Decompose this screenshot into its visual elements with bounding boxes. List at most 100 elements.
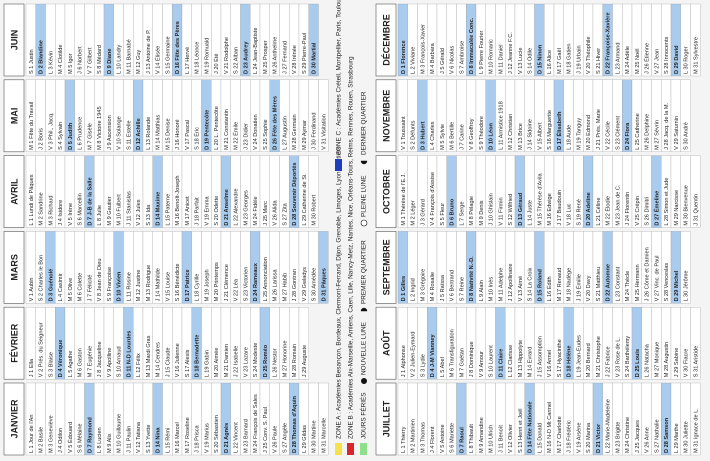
day-label: V 29 Saturnin xyxy=(674,116,680,150)
day-label: S 10 Arnaud xyxy=(117,346,123,377)
day-label: D 4 Véronique xyxy=(58,340,64,378)
day-label: S 13 Henri et Joël xyxy=(518,409,524,453)
month-name: JUILLET xyxy=(381,400,391,437)
day-label: V 4 François d'Assise xyxy=(430,172,436,226)
month-name: SEPTEMBRE xyxy=(381,239,391,295)
day-label: J 18 Frédéric xyxy=(567,420,573,453)
day-label: J 7 Félicité xyxy=(87,275,93,302)
day-label: J 14 Sidoine xyxy=(528,119,534,150)
month-name: NOVEMBRE xyxy=(381,90,391,142)
day-label: M 28 Germain xyxy=(292,114,298,149)
day-label: M 13 Rodrigue xyxy=(146,265,152,302)
day-label: L 8 Lucien xyxy=(97,427,103,453)
day-label: S 25 Sophie xyxy=(263,119,269,149)
day-label: L 12 Félix xyxy=(136,353,142,377)
day-label: M 31 Marcelle xyxy=(321,418,327,453)
day-label: L 5 Agathe xyxy=(68,351,74,378)
day-label: V 26 Anne xyxy=(645,427,651,453)
day-label: V 3 Phil., Jacq. xyxy=(48,112,54,150)
day-label: V 12 Tatiana xyxy=(136,421,142,453)
day-label: D 8 Immaculée Conc. xyxy=(469,17,475,74)
day-label: M 10 Inès xyxy=(489,277,495,302)
day-label: L 22 Vincent xyxy=(234,422,240,453)
day-label: L 4 Charles xyxy=(430,121,436,150)
day-label: M 5 Igor xyxy=(68,53,74,74)
day-label: D 12 Achille xyxy=(136,118,142,150)
day-label: L 9 Pierre Fourier xyxy=(479,31,485,74)
day-label: L 29 Marthe xyxy=(674,423,680,453)
month-header xyxy=(3,155,25,228)
day-label: L 16 Édith xyxy=(546,276,553,301)
day-label: M 25 Noël xyxy=(635,49,641,75)
day-label: J 14 Mathilde xyxy=(156,268,162,301)
day-cell xyxy=(308,155,319,228)
day-label: J 18 Prisca xyxy=(195,424,201,453)
day-label: S 15 Germaine xyxy=(165,36,171,74)
day-label: M 23 Barnard xyxy=(243,419,249,453)
day-label: S 26 Dimitri xyxy=(645,197,651,226)
day-label: S 22 Alban xyxy=(234,47,240,74)
day-label: S 7 Reine xyxy=(459,277,465,302)
day-label: L 25 Annonciation xyxy=(263,257,269,301)
day-label: M 30 Robert xyxy=(312,194,318,225)
day-label: V 8 Jean de Dieu xyxy=(97,258,103,301)
day-label: M 29 Aymar xyxy=(302,120,308,150)
day-label: D 23 Audrey xyxy=(243,41,249,74)
day-label: S 5 Fleur xyxy=(440,203,446,226)
day-label: L 1 Lundi de Pâques xyxy=(29,174,35,225)
day-label: M 17 Charlotte xyxy=(557,416,563,453)
day-label: M 2 Léger xyxy=(411,200,417,225)
day-label: S 10 Laurent xyxy=(489,345,495,377)
day-label: M 7 Gisèle xyxy=(87,123,93,150)
day-label: V 19 Marius xyxy=(204,423,210,453)
day-label: D 4 J-M Vianney xyxy=(430,334,436,378)
day-label: M 29 Narcisse xyxy=(674,190,680,226)
day-label: D 5 Judith xyxy=(68,122,74,150)
day-label: M 30 Bienvenue xyxy=(684,185,690,225)
day-label: M 12 Christian xyxy=(508,114,514,150)
day-label: L 18 Aude xyxy=(567,125,573,150)
day-label: M 27 Monique xyxy=(654,342,660,377)
day-label: L 8 Julie xyxy=(97,205,103,226)
day-label: L 15 Rémi xyxy=(165,428,171,453)
day-label: V 24 Donatien xyxy=(253,114,259,149)
day-label: M 9 Alix xyxy=(107,433,113,453)
day-label: S 6 Mélaine xyxy=(78,423,84,453)
day-label: M 4 Barbara xyxy=(430,42,436,74)
day-label: V 12 Olivier xyxy=(508,424,514,453)
day-label: M 24 Fidèle xyxy=(253,196,259,225)
day-label: L 22 Marie-Madeleine xyxy=(606,399,612,453)
day-label: D 24 Flora xyxy=(625,122,631,150)
day-label: L 19 Jean-Eudes xyxy=(576,335,582,377)
day-label: J 18 Parfait xyxy=(195,197,201,226)
day-label: D 3 Hubert xyxy=(420,121,426,149)
day-label: D 7 Raymond xyxy=(87,417,93,453)
day-label: L 2 Viviane xyxy=(411,47,417,74)
month-name: MARS xyxy=(9,254,19,281)
day-label: L 22 Alexandre xyxy=(234,188,240,225)
day-label: D 6 Bruno xyxy=(450,198,456,225)
day-label: S 21 Matthieu xyxy=(596,267,602,302)
day-label: D 13 Géraud xyxy=(518,192,524,226)
day-label: D 1 Gilles xyxy=(401,276,407,302)
day-label: L 5 Abel xyxy=(440,357,446,377)
day-label: L 1 Jour de l'An xyxy=(29,415,35,454)
day-label: M 13 Hippolyte xyxy=(518,340,524,377)
day-label: V 6 Nicolas xyxy=(450,46,456,74)
day-label: V 9 Apolline xyxy=(107,348,113,378)
day-label: M 14 Cendres xyxy=(156,342,162,377)
day-cell xyxy=(318,231,329,304)
day-label: D 7 J-B de la Salle xyxy=(87,177,93,225)
day-label: V 28 Irénée xyxy=(292,45,298,74)
day-label: D 21 Agnès xyxy=(224,423,230,453)
day-label: M 6 Colette xyxy=(78,273,84,302)
day-label: M 28 Augustin xyxy=(664,342,670,377)
day-label: S 27 Zita xyxy=(282,202,288,225)
day-label: D 10 Vivien xyxy=(117,271,123,301)
zone-b: ZONE B : Académies Aix-Marseille, Amiens… xyxy=(348,56,355,439)
day-label: L 12 Clarisse xyxy=(508,345,514,377)
day-label: L 11 Rosine xyxy=(126,272,132,301)
day-label: V 2 Prés. du Seigneur xyxy=(39,322,45,377)
day-label: V 22 Léa xyxy=(234,278,240,301)
